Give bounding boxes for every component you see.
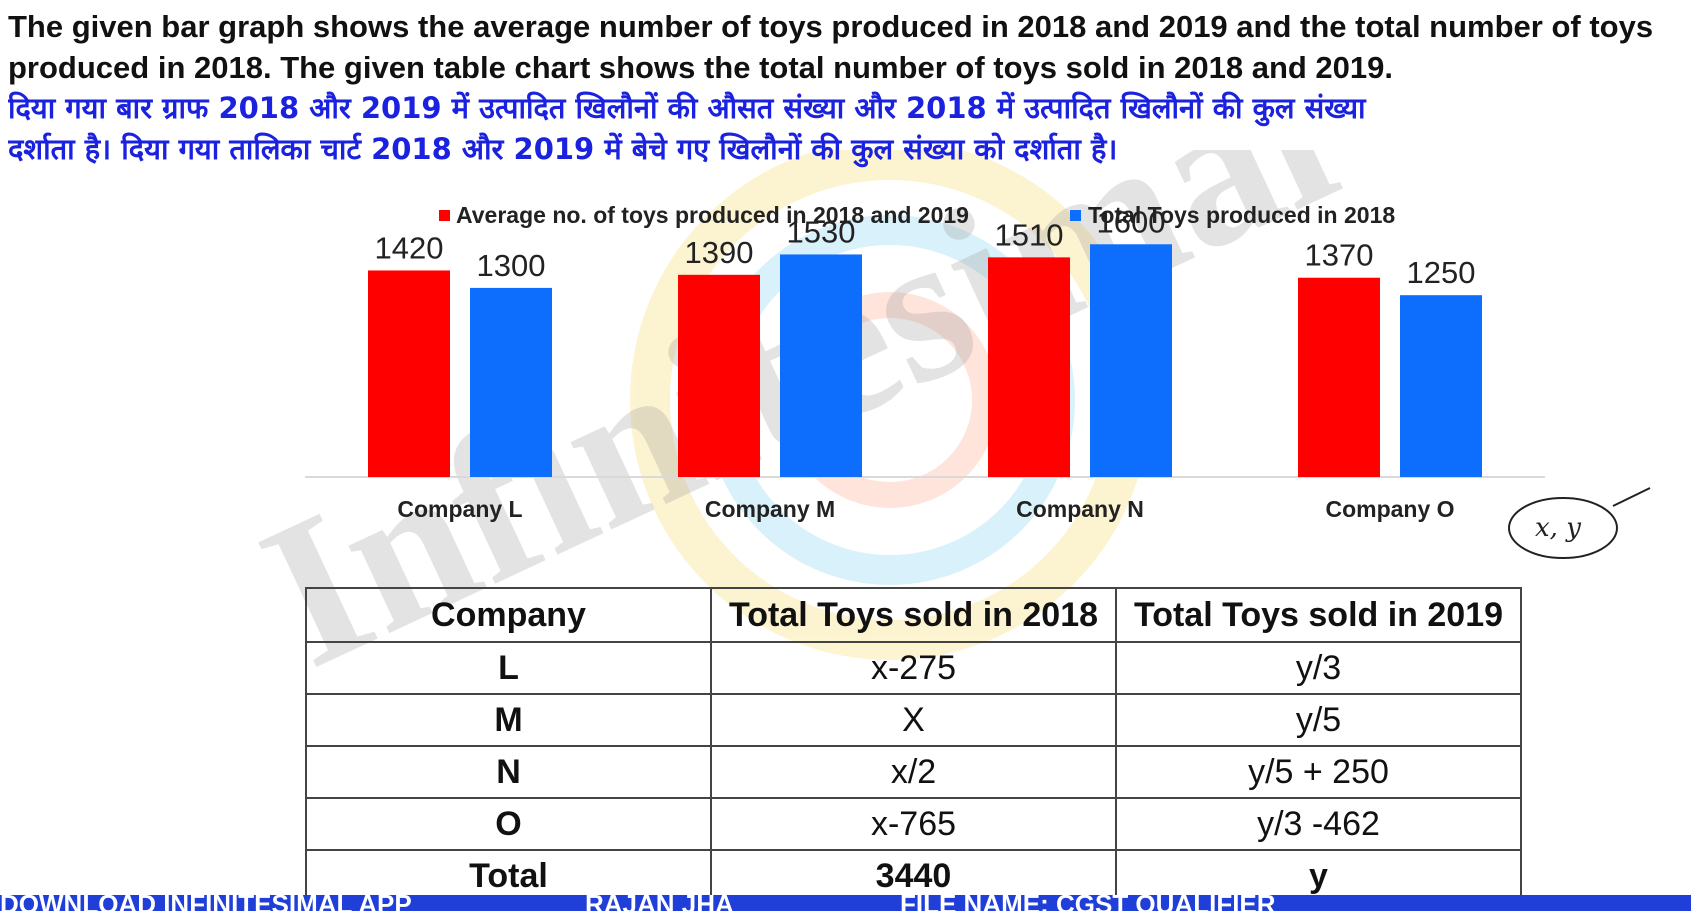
banner-right-text: FILE NAME: CGST QUALIFIER xyxy=(900,895,1276,911)
table-total-row: Total 3440 y xyxy=(305,849,1522,903)
bar-total-company-n xyxy=(1090,244,1172,477)
banner-middle-text: RAJAN JHA xyxy=(585,895,734,911)
table-row: N x/2 y/5 + 250 xyxy=(305,745,1522,799)
cell-total-2019: y xyxy=(1115,849,1522,903)
header-company: Company xyxy=(305,587,712,643)
question-hindi-line-2: दर्शाता है। दिया गया तालिका चार्ट 2018 औ… xyxy=(8,132,1118,166)
legend-label-avg: Average no. of toys produced in 2018 and… xyxy=(456,202,969,228)
data-label: 1370 xyxy=(1305,238,1374,273)
cell-sold-2019: y/3 xyxy=(1115,641,1522,695)
question-english: The given bar graph shows the average nu… xyxy=(8,6,1691,88)
cell-sold-2018: x-765 xyxy=(710,797,1117,851)
chart-legend: Average no. of toys produced in 2018 and… xyxy=(439,202,1395,228)
cell-sold-2019: y/5 + 250 xyxy=(1115,745,1522,799)
bottom-banner: DOWNLOAD INFINITESIMAL APP RAJAN JHA FIL… xyxy=(0,895,1691,911)
data-label: 1600 xyxy=(1097,204,1166,239)
category-label: Company O xyxy=(1325,496,1454,522)
legend-label-total: Total Toys produced in 2018 xyxy=(1088,202,1395,228)
table-row: M X y/5 xyxy=(305,693,1522,747)
cell-company: M xyxy=(305,693,712,747)
cell-company: O xyxy=(305,797,712,851)
chart-bars xyxy=(368,244,1482,477)
bar-avg-company-n xyxy=(988,257,1070,477)
bar-avg-company-m xyxy=(678,274,760,477)
cell-sold-2019: y/5 xyxy=(1115,693,1522,747)
question-hindi-line-1: दिया गया बार ग्राफ 2018 और 2019 में उत्प… xyxy=(8,91,1366,125)
bar-total-company-o xyxy=(1400,295,1482,477)
bar-avg-company-l xyxy=(368,270,450,477)
question-english-line-2: produced in 2018. The given table chart … xyxy=(8,50,1394,85)
data-label: 1250 xyxy=(1407,255,1476,290)
table-row: O x-765 y/3 -462 xyxy=(305,797,1522,851)
cell-total-2018: 3440 xyxy=(710,849,1117,903)
cell-sold-2018: X xyxy=(710,693,1117,747)
question-english-line-1: The given bar graph shows the average nu… xyxy=(8,9,1654,44)
data-label: 1390 xyxy=(685,235,754,270)
question-hindi: दिया गया बार ग्राफ 2018 और 2019 में उत्प… xyxy=(8,88,1691,170)
toys-sold-table: Company Total Toys sold in 2018 Total To… xyxy=(305,587,1522,903)
chart-value-labels: 1420 1300 1390 1530 1510 1600 1370 1250 xyxy=(375,204,1476,290)
header-sold-2019: Total Toys sold in 2019 xyxy=(1115,587,1522,643)
header-sold-2018: Total Toys sold in 2018 xyxy=(710,587,1117,643)
banner-left-text: DOWNLOAD INFINITESIMAL APP xyxy=(0,895,412,911)
cell-company: N xyxy=(305,745,712,799)
cell-sold-2018: x/2 xyxy=(710,745,1117,799)
bar-chart: Average no. of toys produced in 2018 and… xyxy=(305,202,1545,522)
cell-company: L xyxy=(305,641,712,695)
category-label: Company N xyxy=(1016,496,1144,522)
data-label: 1300 xyxy=(477,248,546,283)
legend-swatch-total xyxy=(1070,210,1081,221)
data-label: 1530 xyxy=(787,214,856,249)
bar-total-company-m xyxy=(780,254,862,477)
category-label: Company M xyxy=(705,496,835,522)
cell-sold-2019: y/3 -462 xyxy=(1115,797,1522,851)
annotation-text: x, y xyxy=(1535,513,1581,543)
data-label: 1510 xyxy=(995,217,1064,252)
table-header-row: Company Total Toys sold in 2018 Total To… xyxy=(305,587,1522,643)
handwritten-annotation: x, y xyxy=(1508,487,1651,559)
bar-total-company-l xyxy=(470,287,552,477)
bar-avg-company-o xyxy=(1298,277,1380,477)
legend-swatch-avg xyxy=(439,210,450,221)
data-label: 1420 xyxy=(375,230,444,265)
chart-category-labels: Company L Company M Company N Company O xyxy=(397,496,1454,522)
cell-sold-2018: x-275 xyxy=(710,641,1117,695)
table-row: L x-275 y/3 xyxy=(305,641,1522,695)
category-label: Company L xyxy=(397,496,522,522)
